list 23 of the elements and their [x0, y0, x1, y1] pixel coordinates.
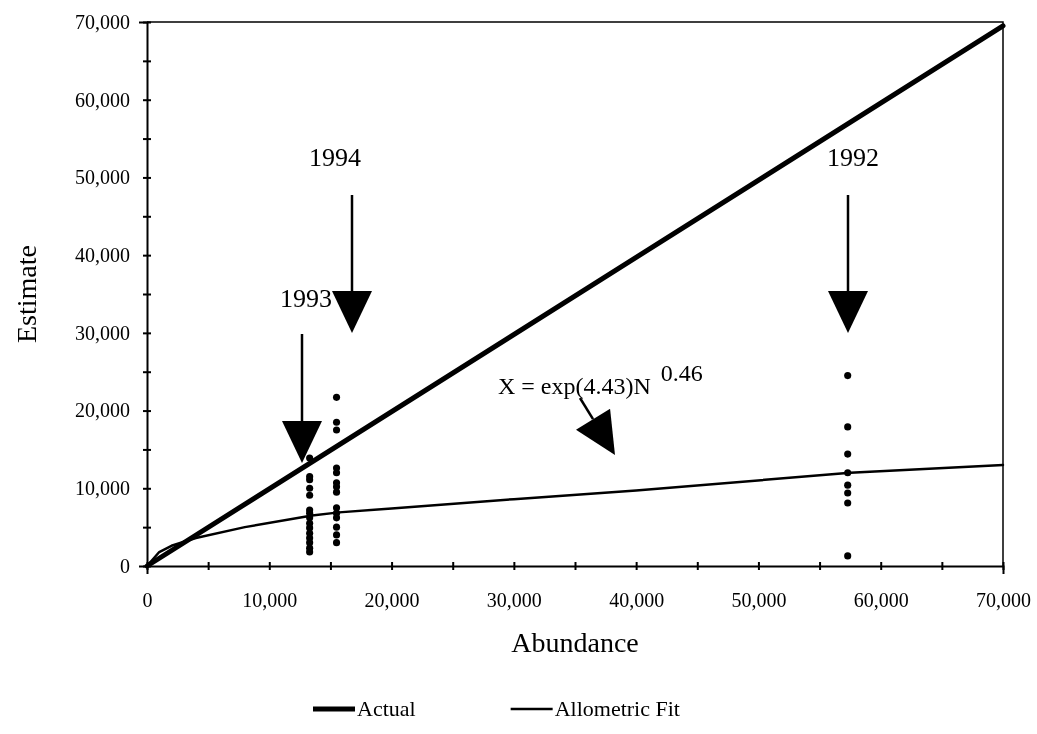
annotation: 1993	[280, 284, 332, 313]
x-tick-label: 0	[142, 589, 153, 611]
legend-label: Actual	[357, 696, 416, 721]
x-tick-label: 40,000	[609, 589, 665, 611]
x-tick-label: 50,000	[731, 589, 787, 611]
x-tick-label: 10,000	[242, 589, 298, 611]
x-axis-title: Abundance	[511, 627, 639, 658]
x-tick-label: 30,000	[486, 589, 542, 611]
y-tick-label: 20,000	[75, 399, 130, 422]
y-tick-label: 60,000	[75, 88, 130, 111]
y-tick-label: 50,000	[75, 166, 130, 189]
y-axis-title: Estimate	[11, 245, 42, 343]
legend-label: Allometric Fit	[554, 696, 680, 721]
x-tick-label: 60,000	[853, 589, 909, 611]
annotation: 1994	[309, 143, 361, 172]
y-tick-label: 10,000	[75, 477, 130, 500]
annotation: 1992	[827, 143, 879, 172]
x-tick-label: 70,000	[976, 589, 1031, 611]
y-tick-label: 30,000	[75, 321, 130, 344]
y-tick-label: 40,000	[75, 244, 130, 267]
y-tick-label: 70,000	[75, 10, 130, 33]
x-tick-label: 20,000	[364, 589, 420, 611]
y-tick-label: 0	[120, 554, 130, 577]
